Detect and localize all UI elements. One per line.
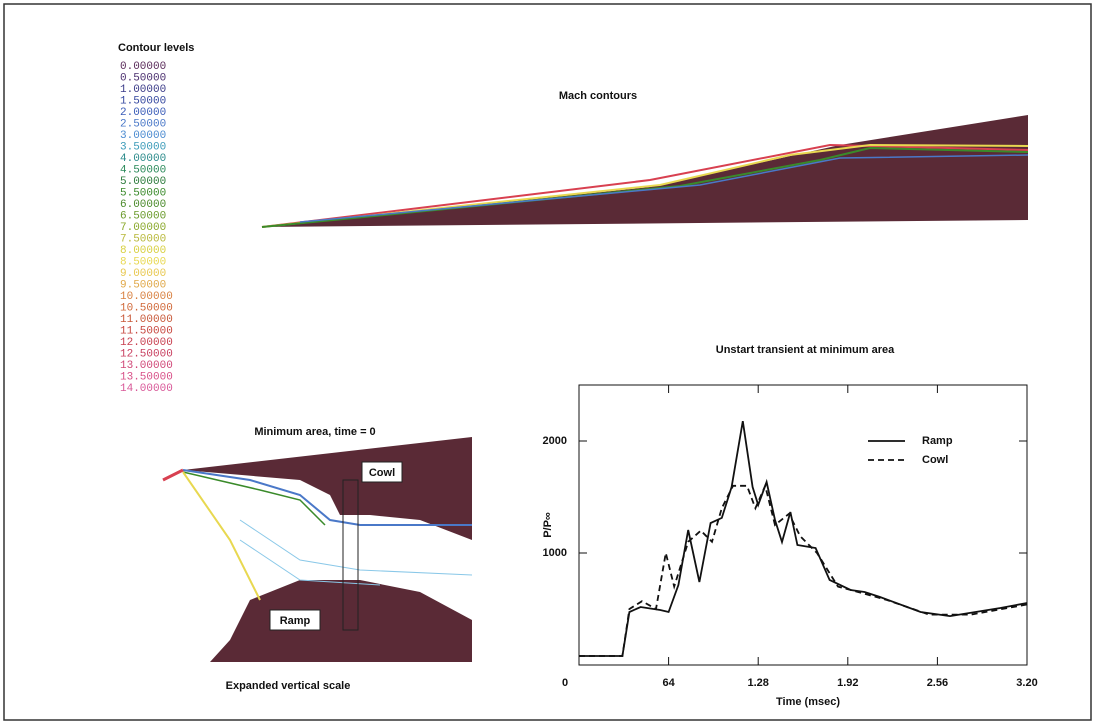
y-tick-label: 2000	[543, 435, 567, 447]
contour-level: 3.00000	[120, 130, 166, 142]
min-area-caption: Expanded vertical scale	[226, 680, 351, 692]
mach-title: Mach contours	[559, 90, 637, 102]
contour	[182, 469, 472, 526]
window	[342, 479, 359, 631]
contour-level: 8.50000	[120, 256, 166, 268]
ramp-box	[269, 609, 321, 631]
contour-level: 1.50000	[120, 95, 166, 107]
contour	[162, 468, 184, 482]
contour	[299, 154, 1029, 223]
mach-contour-image	[261, 115, 1029, 228]
contour-level: 3.50000	[120, 141, 166, 153]
contour-level: 1.00000	[120, 84, 166, 96]
contour-level: 8.00000	[120, 245, 166, 257]
chart-title: Unstart transient at minimum area	[716, 344, 895, 356]
y-axis-label: P/P∞	[542, 512, 554, 538]
contour-level: 5.50000	[120, 187, 166, 199]
x-tick-label: 64	[662, 677, 675, 689]
ramp-body	[210, 580, 472, 662]
contour	[182, 471, 261, 601]
body	[262, 115, 1028, 227]
contour-levels: 0.000000.500001.000001.500002.000002.500…	[120, 61, 173, 395]
contour	[261, 143, 1029, 228]
frame	[3, 3, 1092, 721]
contour-level: 13.50000	[120, 371, 173, 383]
y-tick-label: 1000	[543, 547, 567, 559]
contour-level: 10.50000	[120, 302, 173, 314]
x-tick-label: 2.56	[927, 677, 948, 689]
contour-level: 2.00000	[120, 107, 166, 119]
min-area-title: Minimum area, time = 0	[254, 426, 375, 438]
legend-label: Cowl	[922, 454, 948, 466]
contour-level: 11.50000	[120, 325, 173, 337]
contour-level: 5.00000	[120, 176, 166, 188]
contour-level: 6.50000	[120, 210, 166, 222]
contour-level: 6.00000	[120, 199, 166, 211]
contour	[261, 143, 1029, 228]
contour-title: Contour levels	[118, 42, 194, 54]
x-axis-label: Time (msec)	[776, 696, 840, 708]
contour-level: 7.00000	[120, 222, 166, 234]
contour-level: 0.00000	[120, 61, 166, 73]
contour-level: 9.00000	[120, 268, 166, 280]
contour-level: 14.00000	[120, 383, 173, 395]
x-tick-label: 0	[562, 677, 568, 689]
contour	[239, 519, 473, 576]
x-tick-label: 1.28	[747, 677, 768, 689]
contour-level: 12.50000	[120, 348, 173, 360]
cowl-label: Cowl	[369, 467, 395, 479]
contour-level: 2.50000	[120, 118, 166, 130]
contour-level: 4.00000	[120, 153, 166, 165]
legend-label: Ramp	[922, 435, 953, 447]
contour-level: 7.50000	[120, 233, 166, 245]
contour-level: 10.00000	[120, 291, 173, 303]
plot-frame	[578, 384, 1028, 666]
series-line	[579, 483, 1028, 657]
ramp-label: Ramp	[280, 615, 311, 627]
contour-level: 11.00000	[120, 314, 173, 326]
contour	[182, 471, 326, 526]
contour-level: 4.50000	[120, 164, 166, 176]
contour	[239, 539, 381, 586]
x-tick-label: 1.92	[837, 677, 858, 689]
contour-level: 13.00000	[120, 360, 173, 372]
cowl-box	[361, 461, 403, 483]
x-tick-label: 3.20	[1016, 677, 1037, 689]
min-area-image: Cowl Ramp	[162, 437, 473, 662]
contour-level: 12.00000	[120, 337, 173, 349]
contour-level: 9.50000	[120, 279, 166, 291]
series-line	[579, 420, 1028, 657]
contour-level: 0.50000	[120, 72, 166, 84]
